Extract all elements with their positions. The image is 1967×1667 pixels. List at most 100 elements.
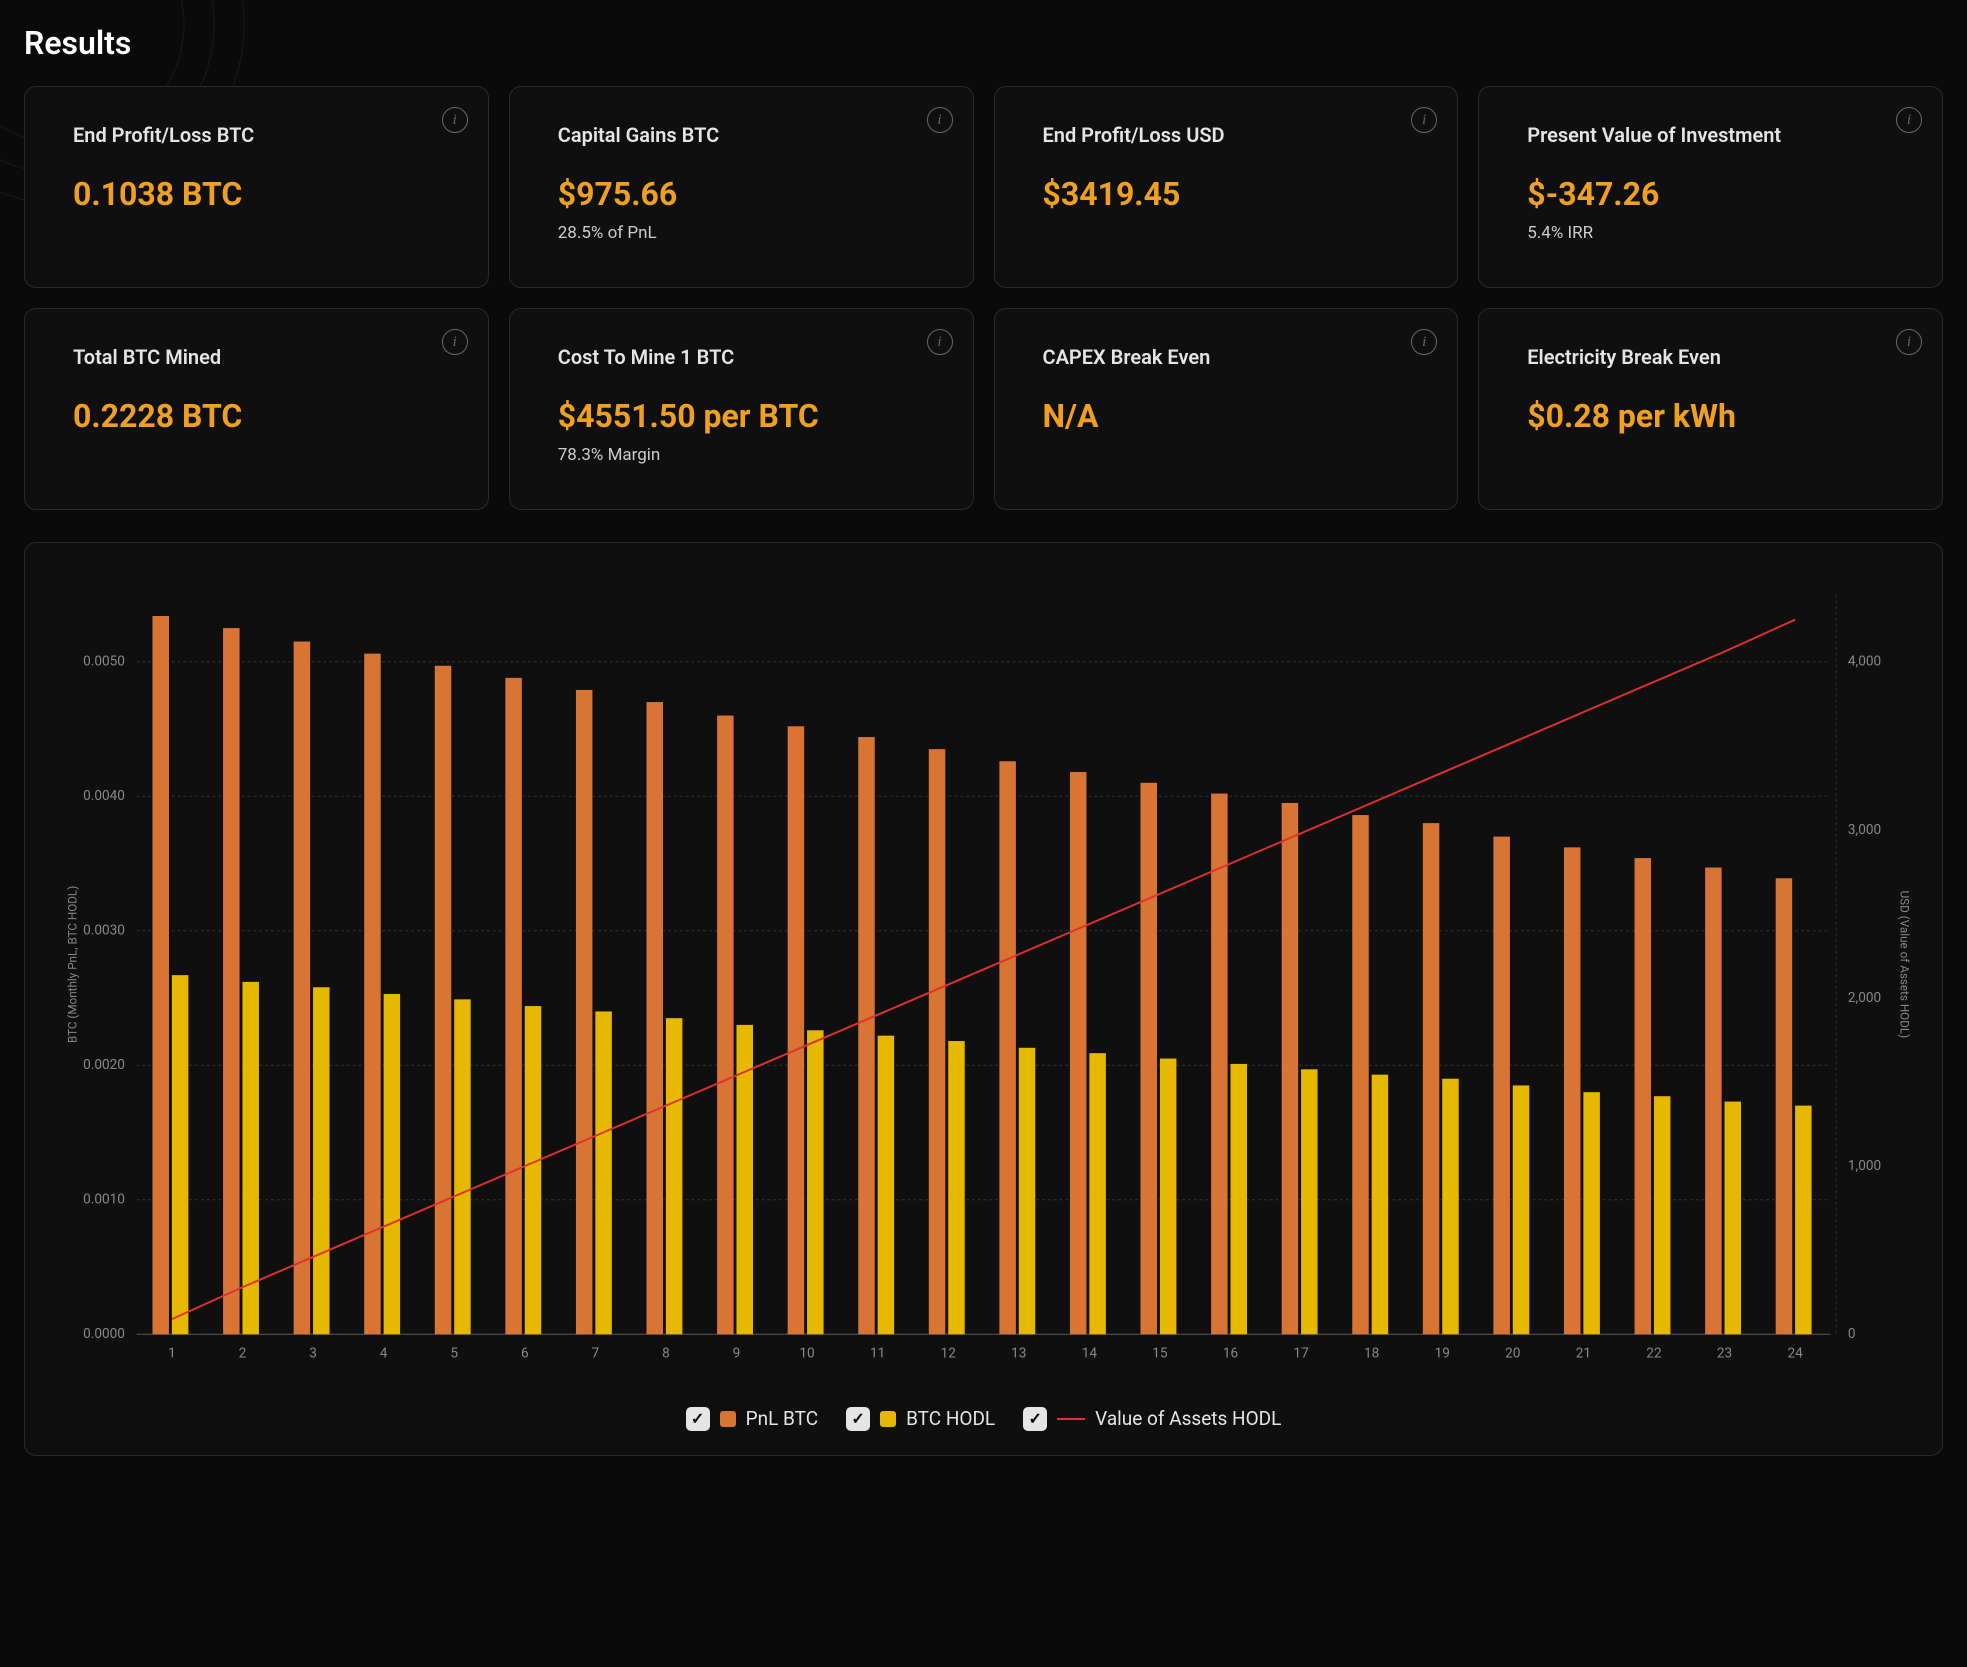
metric-value: $4551.50 per BTC (558, 397, 925, 435)
svg-text:6: 6 (521, 1346, 529, 1362)
bar (525, 1006, 541, 1334)
bar (595, 1011, 611, 1334)
bar (1583, 1092, 1599, 1334)
svg-text:4,000: 4,000 (1848, 654, 1881, 670)
metric-label: Total BTC Mined (73, 345, 440, 369)
metric-card: iCAPEX Break Even N/A (994, 308, 1459, 510)
svg-text:3,000: 3,000 (1848, 822, 1881, 838)
svg-text:0.0030: 0.0030 (83, 923, 125, 939)
bar (1282, 803, 1298, 1334)
svg-text:USD (Value of Assets HODL): USD (Value of Assets HODL) (1897, 891, 1911, 1039)
info-icon[interactable]: i (442, 329, 468, 355)
info-icon[interactable]: i (1896, 329, 1922, 355)
svg-text:19: 19 (1435, 1346, 1450, 1362)
bar (1564, 847, 1580, 1334)
bar (1654, 1096, 1670, 1334)
bar (1141, 783, 1157, 1334)
bar (435, 666, 451, 1335)
bar (223, 628, 239, 1334)
svg-text:14: 14 (1082, 1346, 1098, 1362)
metric-value: N/A (1043, 397, 1410, 435)
svg-text:7: 7 (592, 1346, 600, 1362)
legend-swatch-icon (720, 1411, 736, 1427)
bar (384, 994, 400, 1334)
svg-text:0: 0 (1848, 1326, 1856, 1342)
legend-item: ✓BTC HODL (846, 1407, 995, 1431)
metric-value: $975.66 (558, 175, 925, 213)
metric-label: CAPEX Break Even (1043, 345, 1410, 369)
info-icon[interactable]: i (927, 329, 953, 355)
bar (1301, 1069, 1317, 1334)
bar (666, 1018, 682, 1334)
bar (1705, 868, 1721, 1335)
info-icon[interactable]: i (927, 107, 953, 133)
metric-subtext: 28.5% of PnL (558, 223, 925, 243)
metric-card: iEnd Profit/Loss BTC0.1038 BTC (24, 86, 489, 288)
metric-value: 0.1038 BTC (73, 175, 440, 213)
legend-checkbox[interactable]: ✓ (1023, 1407, 1047, 1431)
svg-text:4: 4 (380, 1346, 388, 1362)
bar (1089, 1053, 1105, 1334)
legend-label: Value of Assets HODL (1095, 1407, 1281, 1430)
bar (1423, 823, 1439, 1334)
bar (929, 749, 945, 1334)
svg-text:11: 11 (870, 1346, 885, 1362)
svg-text:0.0010: 0.0010 (83, 1192, 125, 1208)
metric-label: Present Value of Investment (1527, 123, 1894, 147)
svg-text:21: 21 (1576, 1346, 1591, 1362)
svg-text:13: 13 (1011, 1346, 1026, 1362)
bar (999, 761, 1015, 1334)
bar (878, 1036, 894, 1335)
svg-text:20: 20 (1505, 1346, 1520, 1362)
metric-card: iPresent Value of Investment$-347.265.4%… (1478, 86, 1943, 288)
metric-card: iElectricity Break Even$0.28 per kWh (1478, 308, 1943, 510)
svg-text:2,000: 2,000 (1848, 990, 1881, 1006)
metric-card: iCapital Gains BTC $975.66 28.5% of PnL (509, 86, 974, 288)
metric-label: End Profit/Loss USD (1043, 123, 1410, 147)
svg-text:15: 15 (1152, 1346, 1168, 1362)
bar (1725, 1102, 1741, 1335)
svg-text:8: 8 (662, 1346, 670, 1362)
bar (1513, 1085, 1529, 1334)
svg-text:24: 24 (1787, 1346, 1803, 1362)
metric-card: iCost To Mine 1 BTC$4551.50 per BTC78.3%… (509, 308, 974, 510)
metric-value: 0.2228 BTC (73, 397, 440, 435)
info-icon[interactable]: i (442, 107, 468, 133)
legend-label: PnL BTC (746, 1407, 818, 1430)
legend-checkbox[interactable]: ✓ (846, 1407, 870, 1431)
bar (1211, 794, 1227, 1335)
svg-text:22: 22 (1646, 1346, 1662, 1362)
mining-chart: 0.00000.00100.00200.00300.00400.005001,0… (49, 575, 1918, 1383)
svg-text:17: 17 (1293, 1346, 1309, 1362)
bar (172, 975, 188, 1334)
bar (807, 1030, 823, 1334)
svg-text:0.0000: 0.0000 (83, 1326, 125, 1342)
legend-item: ✓ PnL BTC (686, 1407, 818, 1431)
bar (454, 999, 470, 1334)
metric-label: Electricity Break Even (1527, 345, 1894, 369)
info-icon[interactable]: i (1896, 107, 1922, 133)
line-series (172, 620, 1795, 1319)
metric-label: Capital Gains BTC (558, 123, 925, 147)
bar (788, 726, 804, 1334)
bar (1019, 1048, 1035, 1335)
svg-text:2: 2 (239, 1346, 247, 1362)
svg-text:0.0050: 0.0050 (83, 654, 125, 670)
bar (1442, 1079, 1458, 1335)
legend-line-icon (1057, 1418, 1085, 1420)
svg-text:12: 12 (941, 1346, 957, 1362)
bar (1352, 815, 1368, 1334)
metric-value: $3419.45 (1043, 175, 1410, 213)
bar (1795, 1106, 1811, 1335)
svg-text:0.0040: 0.0040 (83, 788, 125, 804)
bar (858, 737, 874, 1334)
info-icon[interactable]: i (1411, 329, 1437, 355)
svg-text:9: 9 (733, 1346, 741, 1362)
bar (1372, 1075, 1388, 1335)
bar (1493, 837, 1509, 1335)
info-icon[interactable]: i (1411, 107, 1437, 133)
legend-checkbox[interactable]: ✓ (686, 1407, 710, 1431)
legend-item: ✓ Value of Assets HODL (1023, 1407, 1281, 1431)
page-title: Results (24, 24, 1943, 62)
legend-swatch-icon (880, 1411, 896, 1427)
